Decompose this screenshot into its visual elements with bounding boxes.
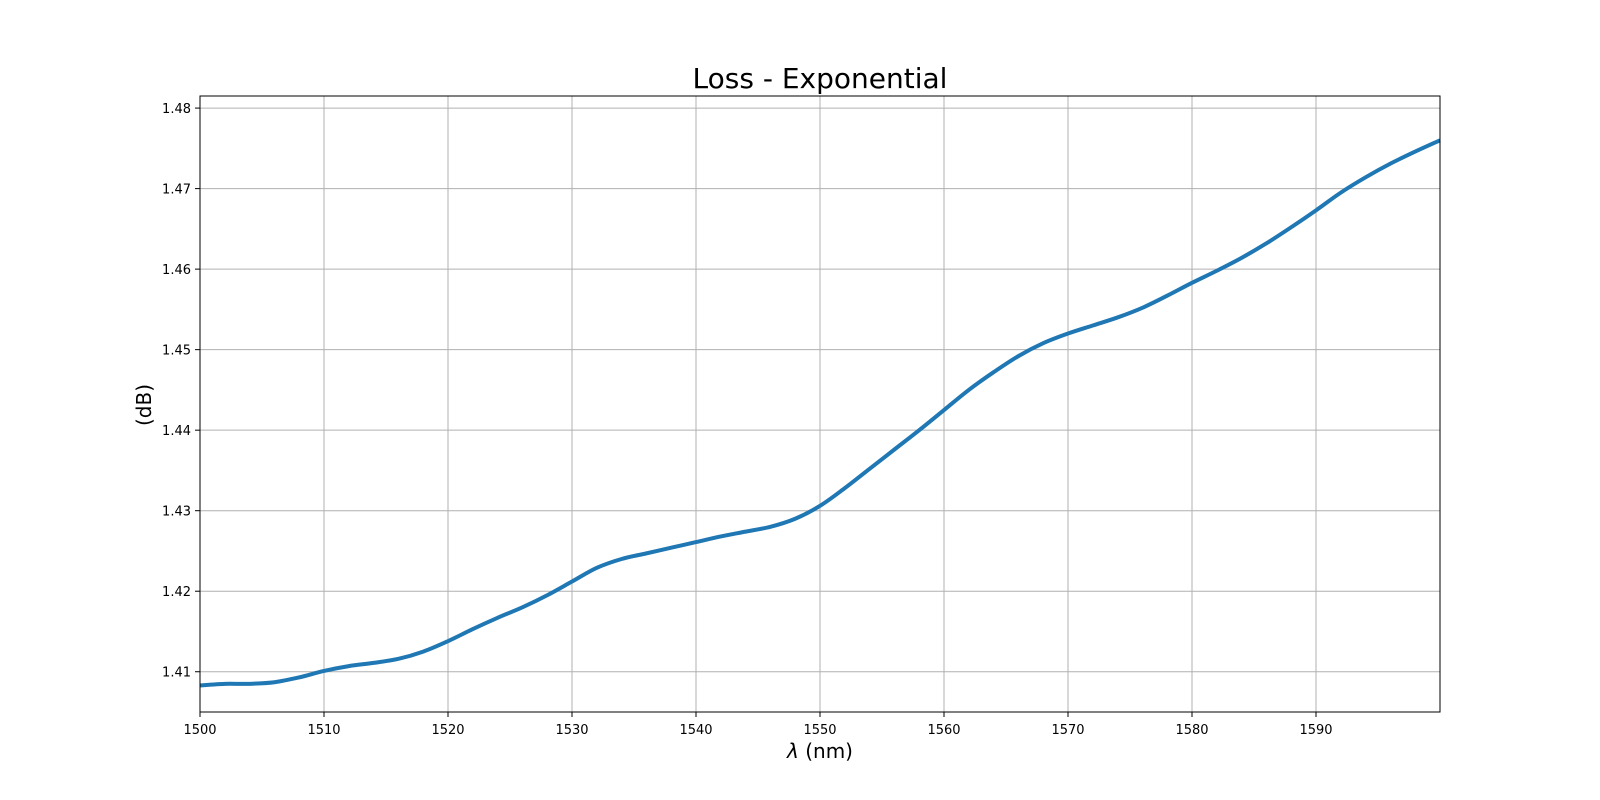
y-tick-label: 1.43 xyxy=(162,505,191,520)
series-layer xyxy=(199,138,1441,688)
x-tick-label: 1580 xyxy=(1175,723,1208,738)
y-tick-label: 1.46 xyxy=(162,263,191,278)
series-line xyxy=(199,138,1441,688)
x-axis-label-symbol: λ xyxy=(786,739,799,763)
x-tick-label: 1550 xyxy=(803,723,836,738)
x-tick-label: 1540 xyxy=(679,723,712,738)
chart-title: Loss - Exponential xyxy=(693,62,948,95)
grid xyxy=(199,96,1440,712)
y-axis-label: (dB) xyxy=(132,384,156,426)
x-tick-label: 1510 xyxy=(307,723,340,738)
y-tick-label: 1.45 xyxy=(162,344,191,359)
x-axis-label: λ (nm) xyxy=(786,739,853,763)
y-tick-label: 1.48 xyxy=(162,102,191,117)
x-tick-label: 1500 xyxy=(183,723,216,738)
y-tick-label: 1.47 xyxy=(162,183,191,198)
x-tick-label: 1520 xyxy=(431,723,464,738)
y-axis-ticks: 1.41 1.42 1.43 1.44 1.45 1.46 1.47 1.48 xyxy=(162,102,200,681)
x-tick-label: 1560 xyxy=(927,723,960,738)
y-tick-label: 1.42 xyxy=(162,585,191,600)
x-tick-label: 1530 xyxy=(555,723,588,738)
x-tick-label: 1590 xyxy=(1299,723,1332,738)
x-tick-label: 1570 xyxy=(1051,723,1084,738)
x-axis-label-unit: (nm) xyxy=(799,739,853,763)
x-axis-ticks: 1500 1510 1520 1530 1540 1550 1560 1570 1580 1590 xyxy=(183,712,1333,738)
y-tick-label: 1.41 xyxy=(162,666,191,681)
y-tick-label: 1.44 xyxy=(162,424,191,439)
